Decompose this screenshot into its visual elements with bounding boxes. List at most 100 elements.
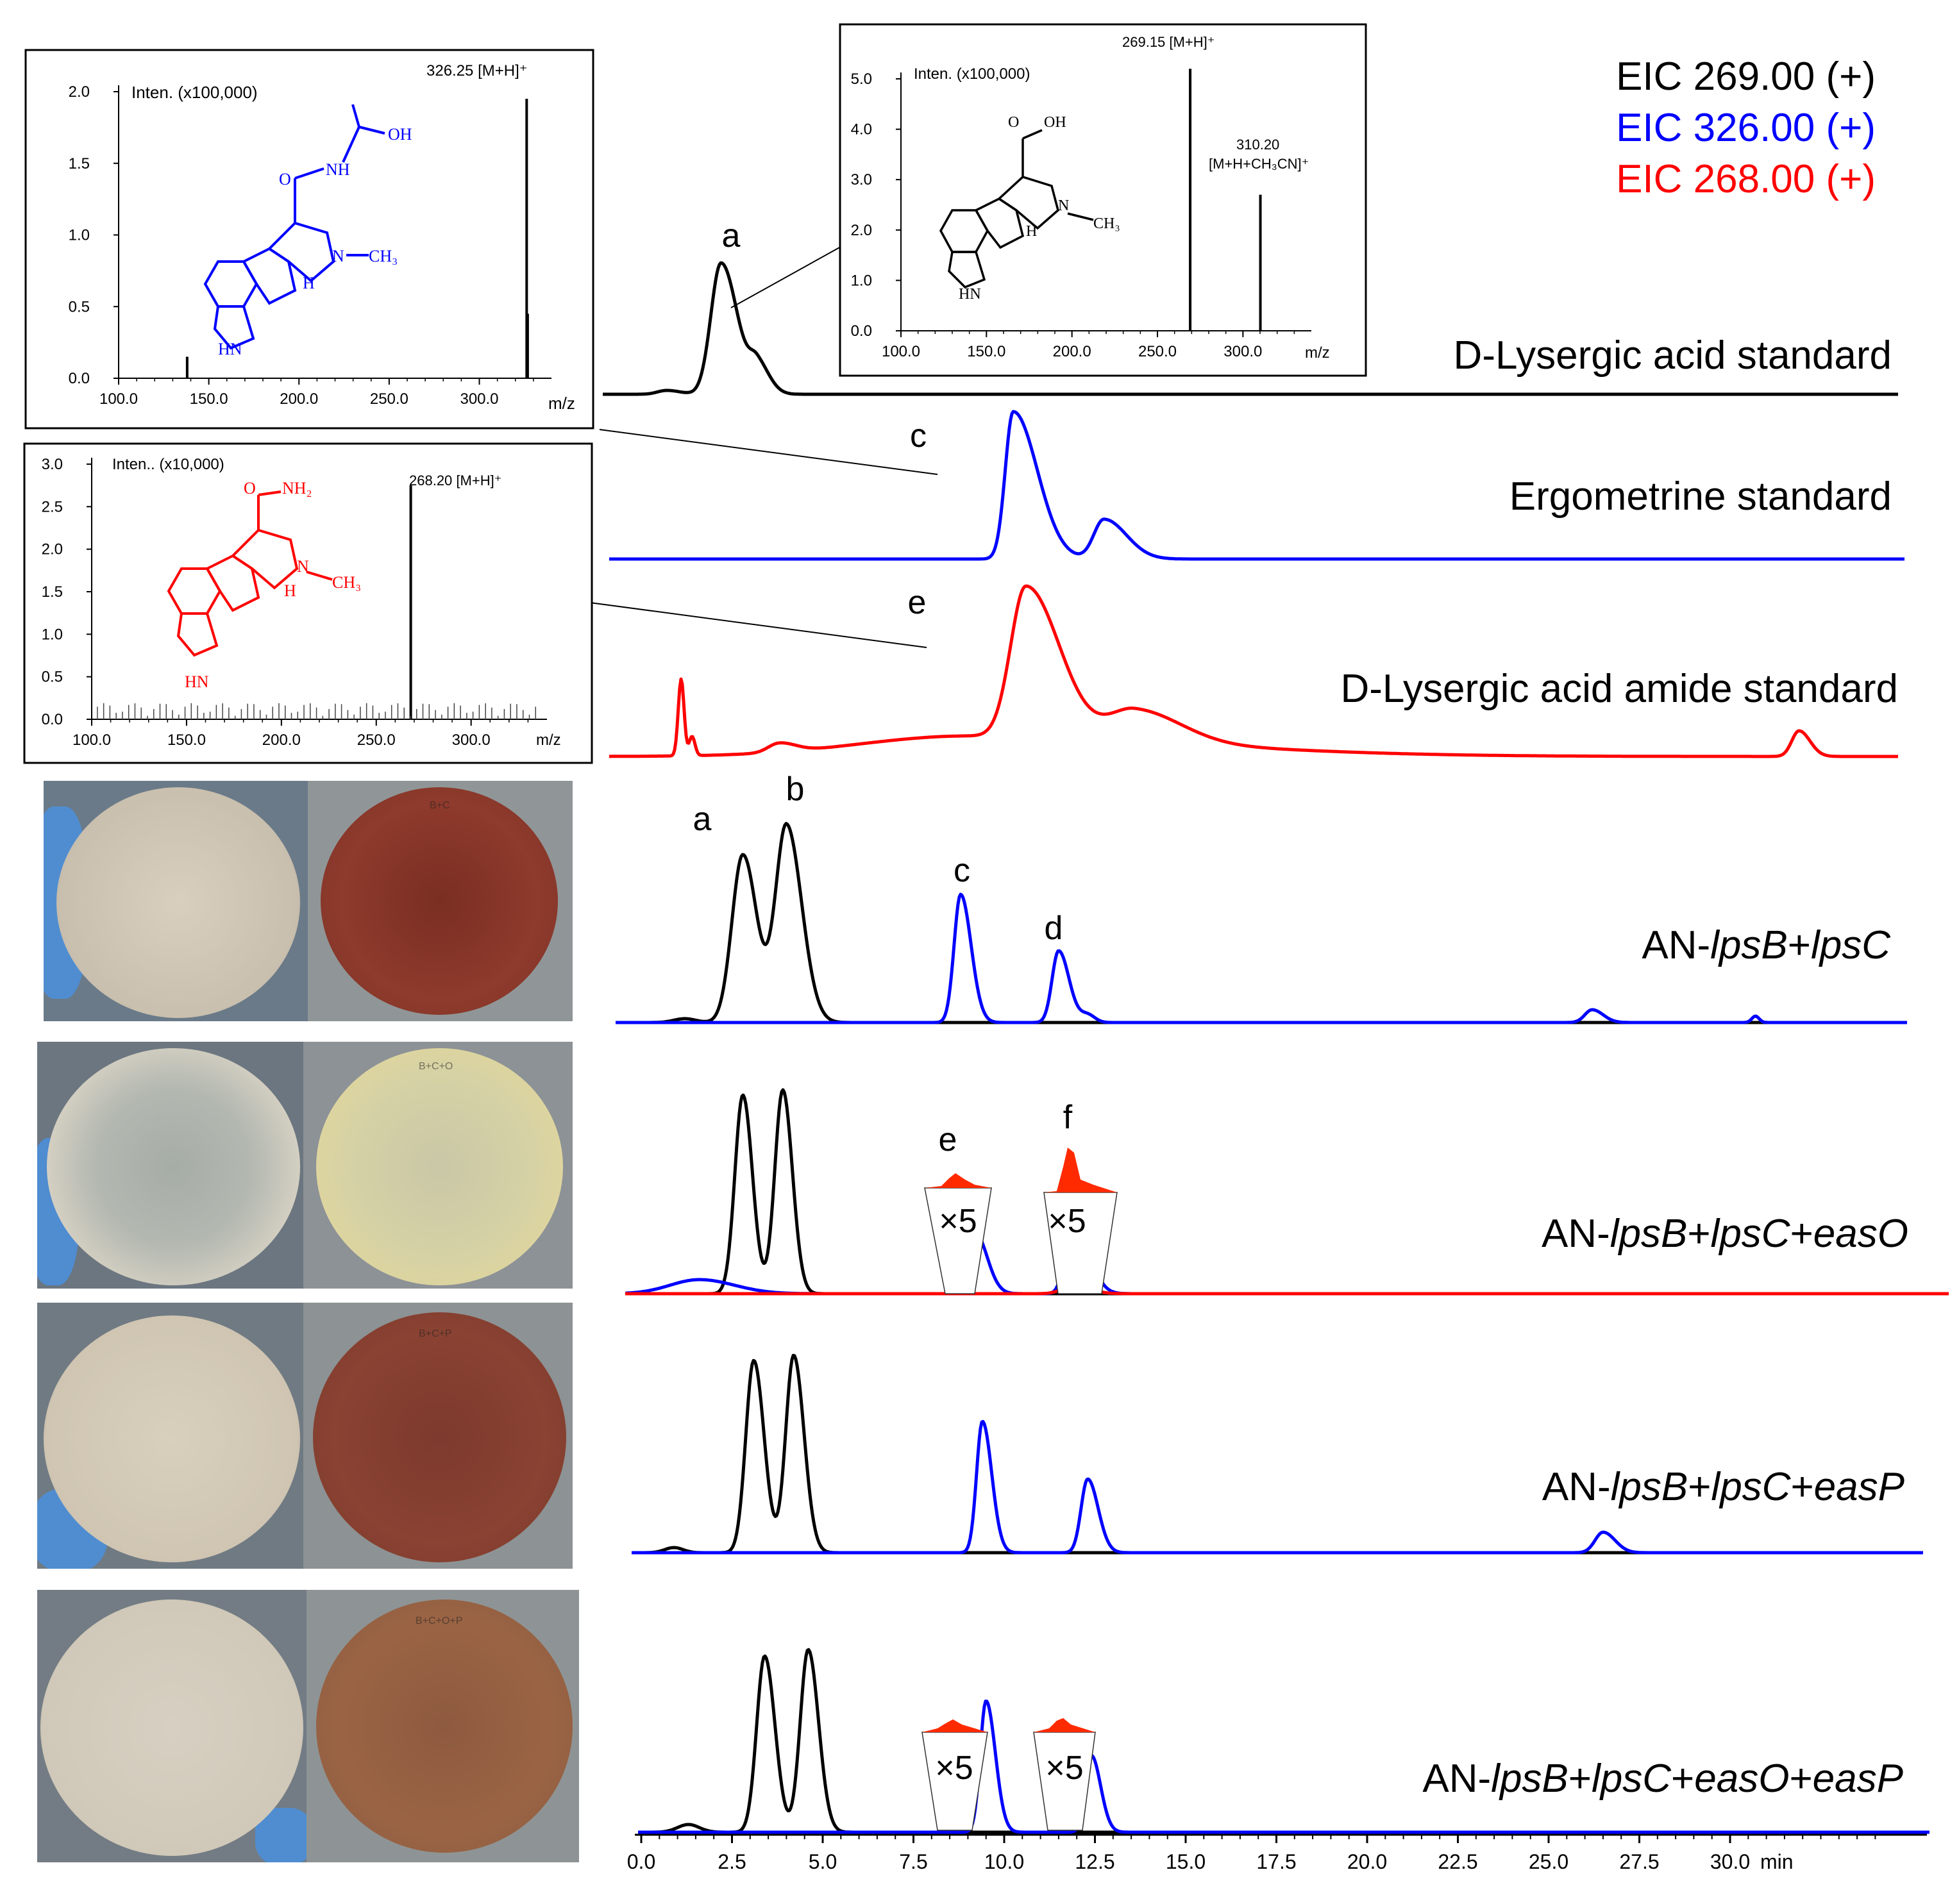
trace-label-ergometrine: Ergometrine standard xyxy=(1509,474,1892,519)
lsam-label-o: O xyxy=(244,479,256,497)
lsa-ring-pyrrole xyxy=(948,251,986,289)
time-axis-tick-label: 0.0 xyxy=(627,1850,655,1873)
ms-x-tick-label: 100.0 xyxy=(72,731,111,749)
peak-labels: a c e a b c d e f xyxy=(693,217,1073,1158)
ms-y-tick-label: 2.0 xyxy=(851,222,872,239)
medium-plate xyxy=(313,1312,566,1562)
peak-label-a: a xyxy=(693,801,712,838)
lsa-label-o: O xyxy=(1008,114,1019,131)
lsam-bond-methyl xyxy=(306,571,333,581)
peak-label-b: b xyxy=(786,771,805,808)
ms3-frame xyxy=(23,442,593,764)
time-axis-tick-label: 15.0 xyxy=(1166,1850,1206,1873)
peak-label-f: f xyxy=(1063,1099,1073,1136)
peak-label-e: e xyxy=(939,1121,957,1158)
ms-y-tick-label: 1.5 xyxy=(42,583,63,601)
fungal-plate xyxy=(47,1048,300,1285)
plate-label-2: B+C+O xyxy=(419,1061,453,1072)
time-axis-tick-label: 30.0 xyxy=(1710,1850,1750,1873)
lsam-label-ch3: CH₃ xyxy=(332,573,361,592)
plate-photo-row-1: B+C xyxy=(44,781,573,1021)
plate-photo-4-left xyxy=(37,1590,313,1862)
trace-label-bcp: AN-lpsB+lpsC+easP xyxy=(1542,1465,1904,1509)
medium-plate xyxy=(316,1599,573,1853)
inset-peak-e1 xyxy=(925,1173,991,1188)
time-axis: min 0.0 2.5 5.0 7.5 10.0 12.5 15.0 17.5 20.0 22.5… xyxy=(627,1833,1927,1873)
lsa-label-hn: HN xyxy=(959,286,981,303)
peak-label-d: d xyxy=(1045,910,1063,947)
legend-eic268: EIC 268.00 (+) xyxy=(1616,157,1876,201)
ergometrine-structure-labels: OH O NH N CH₃ H HN xyxy=(218,125,412,358)
ms-y-tick-label: 3.0 xyxy=(42,456,63,473)
peak-label-c-standard: c xyxy=(910,417,927,455)
trace-label-lysergic-amide: D-Lysergic acid amide standard xyxy=(1340,667,1898,711)
trace-bcop-eic269 xyxy=(637,1648,1930,1834)
ms1-title: Inten. (x100,000) xyxy=(131,83,258,102)
ms-y-tick-label: 1.5 xyxy=(69,155,90,172)
lsa-label-ch3: CH₃ xyxy=(1093,215,1120,232)
ms-spectrum-lysergic-amide: Inten.. (x10,000) m/z 268.20 [M+H]⁺ O NH… xyxy=(23,442,593,764)
peak-label-e-standard: e xyxy=(908,584,927,621)
ms3-xlabel: m/z xyxy=(536,731,561,749)
ergo-bond-chain1 xyxy=(342,126,360,163)
ergo-label-ch3: CH₃ xyxy=(369,247,398,265)
peak-label-a-standard: a xyxy=(722,217,741,255)
connector-lines xyxy=(589,243,938,648)
plate-photo-2-right: B+C+O xyxy=(303,1042,573,1289)
time-axis-tick-label: 17.5 xyxy=(1256,1850,1296,1873)
lsa-label-h: H xyxy=(1026,223,1037,240)
trace-label-bc: AN-lpsB+lpsC xyxy=(1642,923,1891,967)
ms-x-tick-label: 200.0 xyxy=(262,731,301,749)
lysergic-acid-structure xyxy=(939,129,1094,289)
plate-label-3: B+C+P xyxy=(419,1328,452,1339)
trace-label-bco: AN-lpsB+lpsC+easO xyxy=(1542,1212,1908,1256)
medium-plate xyxy=(321,787,558,1015)
ms-x-tick-label: 150.0 xyxy=(967,343,1005,360)
ms1-frame xyxy=(24,49,594,430)
time-axis-unit: min xyxy=(1760,1850,1794,1873)
ms-x-tick-label: 150.0 xyxy=(167,731,206,749)
medium-plate xyxy=(316,1048,563,1285)
plate-photo-1-left xyxy=(44,781,308,1021)
trace-label-bcop: AN-lpsB+lpsC+easO+easP xyxy=(1422,1757,1903,1801)
ergo-label-h: H xyxy=(303,274,315,292)
ms-x-tick-label: 250.0 xyxy=(370,390,408,408)
lsam-label-hn: HN xyxy=(185,672,209,691)
ms-x-tick-label: 250.0 xyxy=(1138,343,1177,360)
ms-x-tick-label: 200.0 xyxy=(1053,343,1091,360)
trace-ergometrine-standard xyxy=(609,410,1905,561)
trace-bcop-eic326 xyxy=(637,1699,1930,1834)
lsam-bond-nh2 xyxy=(258,490,282,496)
ms-y-tick-label: 0.0 xyxy=(42,711,63,728)
lsam-ring-pyrrole xyxy=(176,612,219,657)
ms2-title: Inten. (x100,000) xyxy=(914,65,1030,83)
ms-y-tick-label: 1.0 xyxy=(69,227,90,244)
time-axis-tick-label: 12.5 xyxy=(1075,1850,1114,1873)
trace-labels: D-Lysergic acid standard Ergometrine sta… xyxy=(1340,333,1908,1801)
plate-photo-3-right: B+C+P xyxy=(303,1303,573,1569)
lsa-label-oh: OH xyxy=(1044,114,1066,131)
ms-y-tick-label: 2.0 xyxy=(69,83,90,101)
legend-eic269: EIC 269.00 (+) xyxy=(1616,54,1876,99)
fungal-plate xyxy=(56,787,300,1018)
ms-x-tick-label: 150.0 xyxy=(190,390,228,408)
connector-lysergic-amide xyxy=(589,602,927,648)
ms2-peak-label: 269.15 [M+H]⁺ xyxy=(1122,34,1215,50)
plate-label-1: B+C xyxy=(430,800,450,811)
lsa-label-n: N xyxy=(1058,197,1069,214)
ergo-bond-amide xyxy=(294,167,324,180)
inset-peak-f1 xyxy=(1044,1148,1117,1192)
time-axis-tick-label: 25.0 xyxy=(1529,1850,1568,1873)
plate-photo-3-left xyxy=(37,1303,303,1569)
ms-y-tick-label: 0.0 xyxy=(69,370,90,387)
time-axis-tick-label: 27.5 xyxy=(1619,1850,1659,1873)
plate-photo-row-4: B+C+O+P xyxy=(37,1590,579,1862)
time-axis-tick-label: 5.0 xyxy=(809,1850,837,1873)
lysergic-amide-structure xyxy=(167,490,333,657)
ergo-ring-pyrrole xyxy=(213,305,255,350)
ms-y-tick-label: 0.5 xyxy=(69,298,90,315)
time-axis-tick-label: 20.0 xyxy=(1347,1850,1387,1873)
ms-x-tick-label: 300.0 xyxy=(460,390,498,408)
ms3-title: Inten.. (x10,000) xyxy=(112,456,224,473)
time-axis-tick-label: 7.5 xyxy=(899,1850,927,1873)
